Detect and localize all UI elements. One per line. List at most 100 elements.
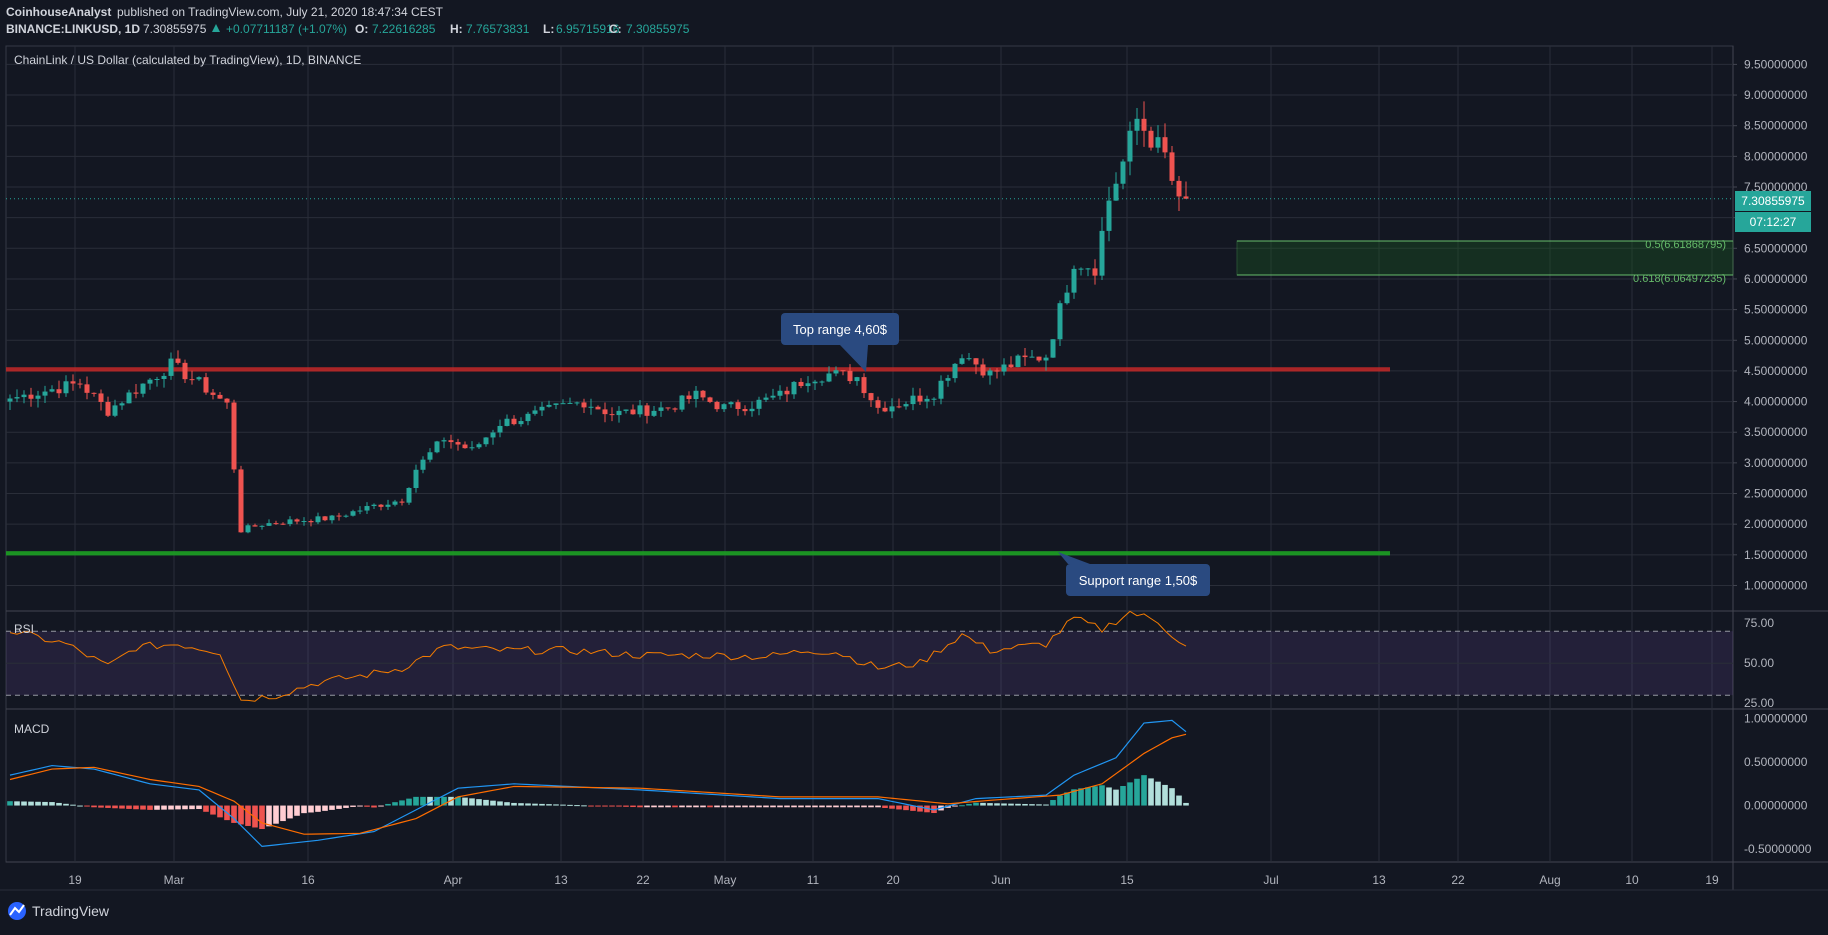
y-tick-label: 8.50000000: [1744, 119, 1808, 133]
candle-body: [441, 440, 447, 442]
support-range-callout[interactable]: Support range 1,50$: [1058, 552, 1210, 596]
candle-body: [161, 375, 167, 379]
candle-body: [392, 501, 398, 505]
rsi-pane: [6, 610, 1733, 702]
macd-histogram-bar: [91, 805, 97, 808]
candle-body: [693, 390, 699, 400]
macd-histogram-bar: [539, 803, 545, 806]
candle-body: [679, 395, 685, 410]
candle-body: [175, 358, 181, 363]
macd-histogram-bar: [1008, 803, 1014, 806]
candle-body: [1127, 130, 1133, 162]
x-tick-label: Jun: [991, 873, 1010, 887]
macd-histogram-bar: [686, 805, 692, 808]
candle-body: [1085, 268, 1091, 270]
macd-histogram-bar: [287, 805, 293, 819]
y-tick-label: 4.50000000: [1744, 364, 1808, 378]
candle-body: [840, 370, 846, 372]
macd-histogram-bar: [189, 805, 195, 810]
macd-histogram-bar: [777, 805, 783, 808]
macd-histogram-bar: [644, 805, 650, 808]
macd-histogram-bar: [1113, 789, 1119, 806]
candle-body: [651, 410, 657, 416]
macd-histogram-bar: [1169, 788, 1175, 806]
macd-histogram-bar: [1162, 784, 1168, 806]
candle-body: [182, 362, 188, 380]
macd-histogram-bar: [329, 805, 335, 810]
macd-histogram-bar: [1022, 803, 1028, 806]
candle-body: [903, 404, 909, 407]
candle-body: [875, 400, 881, 408]
logo-chart-icon: [9, 904, 25, 916]
chart-grid: [0, 45, 1828, 891]
candle-body: [476, 444, 482, 448]
macd-histogram-bar: [1078, 788, 1084, 806]
macd-histogram-bar: [1176, 795, 1182, 806]
macd-histogram-bar: [770, 805, 776, 808]
macd-histogram-bar: [588, 805, 594, 807]
macd-histogram-bar: [756, 805, 762, 808]
high-value: 7.76573831: [466, 22, 530, 36]
macd-histogram-bar: [413, 796, 419, 806]
tradingview-logo[interactable]: TradingView: [8, 902, 110, 920]
low-label: L:: [543, 22, 554, 36]
macd-histogram-bar: [161, 805, 167, 810]
author-name[interactable]: CoinhouseAnalyst: [6, 5, 111, 19]
candle-body: [189, 379, 195, 381]
macd-histogram-bar: [441, 796, 447, 806]
candle-body: [882, 407, 888, 412]
macd-histogram-bar: [7, 801, 13, 806]
candle-body: [700, 390, 706, 398]
macd-histogram-bar: [623, 805, 629, 807]
footer-logo-text: TradingView: [32, 903, 110, 919]
last-price: 7.30855975: [143, 22, 207, 36]
x-tick-label: May: [714, 873, 737, 887]
candle-body: [686, 395, 692, 400]
macd-histogram-bar: [315, 805, 321, 812]
candle-body: [77, 383, 83, 385]
macd-histogram-bar: [175, 805, 181, 810]
candle-body: [224, 398, 230, 403]
top-range-callout[interactable]: Top range 4,60$: [781, 313, 899, 372]
candle-body: [70, 381, 76, 384]
macd-histogram-bar: [406, 798, 412, 806]
y-tick-label: 4.00000000: [1744, 395, 1808, 409]
chart-title: ChainLink / US Dollar (calculated by Tra…: [14, 53, 361, 67]
candle-body: [616, 410, 622, 416]
y-tick-label: 1.00000000: [1744, 578, 1808, 592]
y-tick-label: 9.00000000: [1744, 88, 1808, 102]
candle-body: [252, 525, 258, 527]
macd-histogram-bar: [840, 805, 846, 808]
macd-histogram-bar: [168, 805, 174, 810]
macd-histogram-bar: [1120, 786, 1126, 806]
candle-body: [1183, 196, 1189, 199]
top-range-label: Top range 4,60$: [793, 322, 888, 337]
candle-body: [1036, 356, 1042, 361]
macd-histogram-bar: [490, 800, 496, 806]
macd-histogram-bar: [77, 805, 83, 807]
candle-body: [910, 395, 916, 405]
candle-body: [14, 397, 20, 399]
candle-body: [735, 402, 741, 409]
macd-histogram-bar: [1148, 778, 1154, 806]
macd-histogram-bar: [630, 805, 636, 808]
macd-histogram-bar: [56, 802, 62, 806]
candle-body: [154, 378, 160, 380]
candle-body: [532, 410, 538, 414]
candle-body: [1022, 355, 1028, 358]
x-tick-label: 15: [1120, 873, 1134, 887]
macd-histogram-bar: [483, 799, 489, 806]
y-tick-label: 6.50000000: [1744, 241, 1808, 255]
macd-histogram-bar: [567, 804, 573, 806]
candle-body: [574, 402, 580, 404]
macd-histogram-bar: [182, 805, 188, 810]
macd-histogram-bar: [1127, 782, 1133, 806]
macd-histogram-bar: [553, 804, 559, 806]
macd-histogram-bar: [210, 805, 216, 815]
candle-body: [623, 409, 629, 411]
macd-histogram-bar: [560, 804, 566, 806]
candle-body: [406, 488, 412, 503]
candle-body: [350, 511, 356, 516]
candle-body: [742, 408, 748, 412]
macd-histogram-bar: [469, 798, 475, 806]
